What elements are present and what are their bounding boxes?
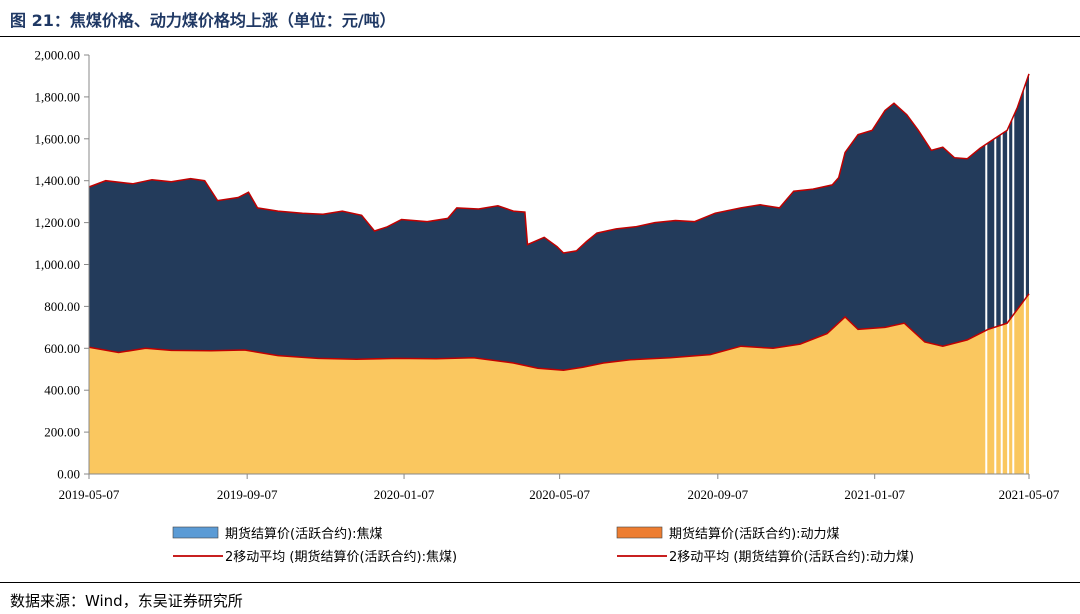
legend-coking-coal-label: 期货结算价(活跃合约):焦煤 — [225, 526, 383, 542]
x-tick-label: 2020-05-07 — [529, 487, 590, 502]
data-gap-2 — [1000, 131, 1003, 475]
x-tick-label: 2020-09-07 — [687, 487, 748, 502]
data-gap-5 — [1023, 85, 1026, 474]
legend-thermal-coal-swatch — [616, 526, 663, 539]
y-tick-label: 400.00 — [44, 383, 80, 398]
plot-layer — [88, 73, 1030, 475]
x-tick-label: 2019-05-07 — [59, 487, 120, 502]
x-tick-label: 2021-05-07 — [999, 487, 1060, 502]
y-tick-label: 200.00 — [44, 425, 80, 440]
legend: 期货结算价(活跃合约):焦煤 期货结算价(活跃合约):动力煤 2移动平均 (期货结算… — [172, 526, 914, 565]
y-tick-label: 800.00 — [44, 299, 80, 314]
bottom-rule — [0, 582, 1080, 583]
coking-coal-ma-line — [88, 73, 1030, 254]
x-tick-label: 2021-01-07 — [844, 487, 905, 502]
y-tick-label: 0.00 — [57, 467, 80, 482]
y-tick-label: 600.00 — [44, 341, 80, 356]
x-tick-label: 2020-01-07 — [374, 487, 435, 502]
y-tick-label: 2,000.00 — [35, 48, 81, 63]
y-tick-label: 1,600.00 — [35, 131, 81, 146]
x-tick-label: 2019-09-07 — [217, 487, 278, 502]
top-rule — [0, 36, 1080, 37]
y-tick-label: 1,400.00 — [35, 173, 81, 188]
source-note: 数据来源：Wind，东吴证券研究所 — [10, 592, 243, 610]
thermal-coal-area — [89, 293, 1029, 474]
legend-coking-coal-ma-label: 2移动平均 (期货结算价(活跃合约):焦煤) — [225, 549, 457, 565]
legend-thermal-coal-ma-label: 2移动平均 (期货结算价(活跃合约):动力煤) — [669, 549, 914, 565]
data-gap-0 — [985, 141, 988, 474]
chart-area: 0.00 200.00 400.00 600.00 800.00 1,000.00 1,20… — [35, 48, 1060, 566]
legend-coking-coal-swatch — [172, 526, 219, 539]
thermal-coal-ma-line — [88, 293, 1030, 372]
data-gap-1 — [994, 135, 997, 475]
figure-title: 图 21：焦煤价格、动力煤价格均上涨（单位：元/吨） — [10, 11, 396, 30]
legend-thermal-coal-label: 期货结算价(活跃合约):动力煤 — [669, 526, 840, 542]
axis-layer: 0.00 200.00 400.00 600.00 800.00 1,000.00 1,20… — [35, 48, 1060, 503]
data-gap-4 — [1012, 115, 1015, 475]
y-tick-label: 1,000.00 — [35, 257, 81, 272]
data-gap-3 — [1007, 127, 1010, 475]
y-tick-label: 1,200.00 — [35, 215, 81, 230]
y-tick-label: 1,800.00 — [35, 89, 81, 104]
